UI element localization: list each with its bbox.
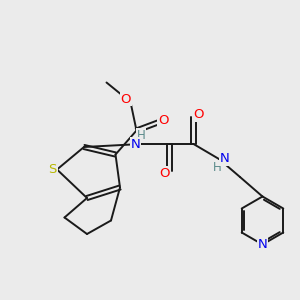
Text: O: O <box>121 92 131 106</box>
Text: N: N <box>131 137 140 151</box>
Text: N: N <box>220 152 229 166</box>
Text: O: O <box>160 167 170 180</box>
Text: O: O <box>158 113 169 127</box>
Text: N: N <box>258 238 267 251</box>
Text: S: S <box>48 163 57 176</box>
Text: H: H <box>213 161 222 174</box>
Text: O: O <box>193 108 203 121</box>
Text: H: H <box>136 129 146 142</box>
